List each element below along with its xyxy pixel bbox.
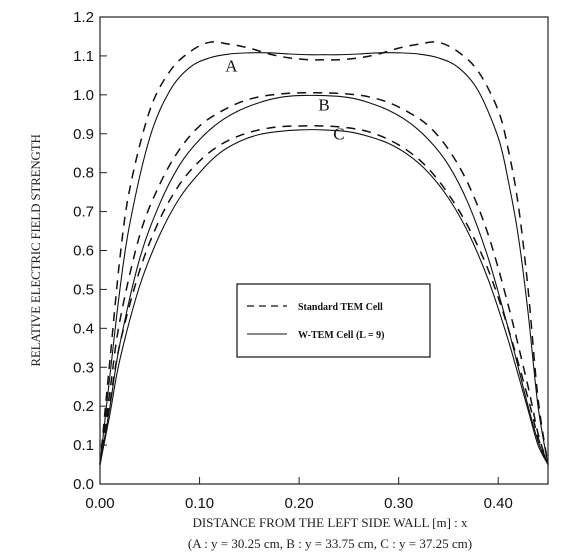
y-tick-label: 0.4 [73,320,94,337]
series-a-solid-line [99,52,549,465]
curves-layer [99,41,549,465]
y-tick-label: 0.3 [73,359,94,376]
series-a-dashed-line [99,41,549,465]
y-tick-label: 0.8 [73,165,94,182]
curve-label-c: C [333,125,344,144]
y-tick-label: 0.5 [73,281,94,298]
legend-label-standard-tem: Standard TEM Cell [298,302,383,313]
y-axis-title: RELATIVE ELECTRIC FIELD STRENGTH [28,134,43,366]
y-tick-label: 0.7 [73,204,94,221]
x-tick-label: 0.40 [484,495,513,512]
series-b-dashed-line [99,92,549,465]
legend-label-w-tem: W-TEM Cell (L = 9) [298,330,384,341]
curve-labels: A BC [225,56,344,143]
x-tick-label: 0.10 [185,495,214,512]
legend-box [236,283,431,358]
y-tick-label: 0.0 [73,476,94,493]
axis-ticks: 0.0 0.1 0.2 0.3 0.4 0.5 0.6 0.7 0.8 0.9 1.0 1.1 1.2 0… [73,9,513,512]
series-b-solid-line [99,94,549,465]
y-tick-label: 0.1 [73,437,94,454]
y-tick-label: 0.6 [73,243,94,260]
x-tick-label: 0.30 [384,495,413,512]
x-tick-label: 0.00 [85,495,114,512]
series-c-solid-line [99,129,549,465]
x-tick-label: 0.20 [285,495,314,512]
plot-area-frame [99,16,549,485]
y-tick-label: 0.9 [73,126,94,143]
curve-label-b: B [318,95,329,114]
y-tick-label: 1.0 [73,87,94,104]
series-c-dashed-line [99,125,549,465]
curve-label-a: A [225,56,238,75]
legend: Standard TEM Cell W-TEM Cell (L = 9) [236,283,431,358]
y-tick-label: 1.2 [73,9,94,26]
x-axis-title: DISTANCE FROM THE LEFT SIDE WALL [m] : x [192,515,468,530]
y-tick-label: 0.2 [73,398,94,415]
y-tick-label: 1.1 [73,48,94,65]
x-axis-subtitle: (A : y = 30.25 cm, B : y = 33.75 cm, C :… [188,536,472,551]
